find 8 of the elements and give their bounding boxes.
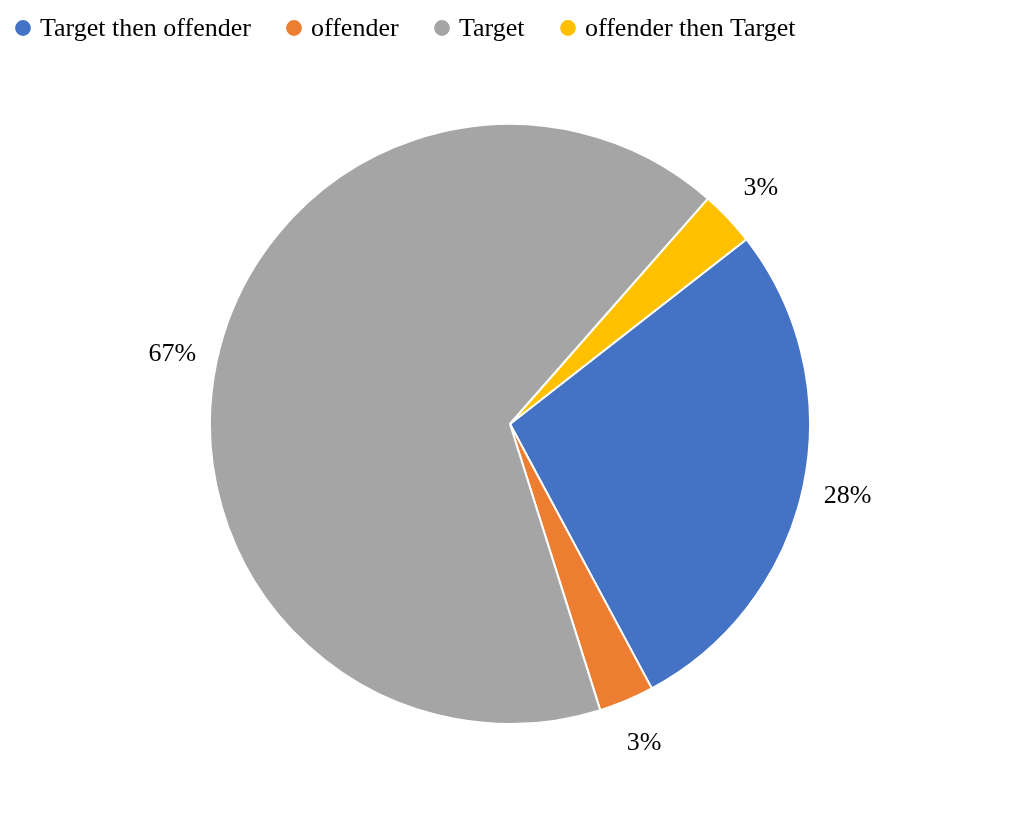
data-label: 67%: [148, 337, 197, 367]
legend-label: offender then Target: [585, 13, 797, 42]
data-label: 3%: [626, 726, 662, 756]
data-label: 3%: [743, 172, 779, 202]
legend-label: Target: [459, 13, 526, 42]
legend-label: offender: [311, 13, 399, 42]
legend-label: Target then offender: [40, 13, 252, 42]
data-label: 28%: [823, 480, 872, 510]
